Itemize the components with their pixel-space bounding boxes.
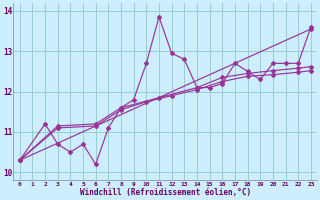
X-axis label: Windchill (Refroidissement éolien,°C): Windchill (Refroidissement éolien,°C) [80,188,251,197]
